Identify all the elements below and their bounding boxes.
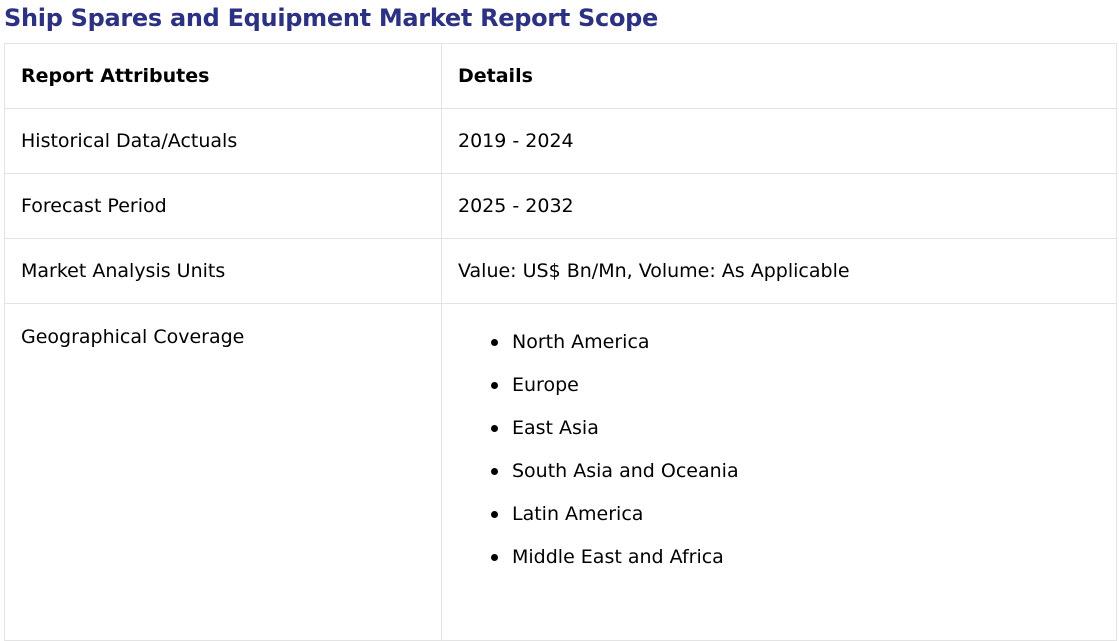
table-row: Market Analysis Units Value: US$ Bn/Mn, … <box>4 238 1117 304</box>
attribute-cell: Historical Data/Actuals <box>4 108 442 174</box>
list-item: South Asia and Oceania <box>491 457 1116 500</box>
list-item: Europe <box>491 371 1116 414</box>
attribute-cell: Forecast Period <box>4 173 442 239</box>
header-details: Details <box>441 43 1117 109</box>
list-item: Latin America <box>491 500 1116 543</box>
header-report-attributes: Report Attributes <box>4 43 442 109</box>
detail-cell: 2019 - 2024 <box>441 108 1117 174</box>
table-header-row: Report Attributes Details <box>4 43 1117 109</box>
list-item: East Asia <box>491 414 1116 457</box>
detail-cell: North America Europe East Asia South Asi… <box>441 303 1117 641</box>
table-row: Historical Data/Actuals 2019 - 2024 <box>4 108 1117 174</box>
list-item: North America <box>491 328 1116 371</box>
report-scope-table: Report Attributes Details Historical Dat… <box>4 43 1117 641</box>
page-title: Ship Spares and Equipment Market Report … <box>4 4 659 32</box>
table-row-geographical: Geographical Coverage North America Euro… <box>4 303 1117 641</box>
detail-cell: Value: US$ Bn/Mn, Volume: As Applicable <box>441 238 1117 304</box>
attribute-cell: Geographical Coverage <box>4 303 442 641</box>
table-row: Forecast Period 2025 - 2032 <box>4 173 1117 239</box>
detail-cell: 2025 - 2032 <box>441 173 1117 239</box>
list-item: Middle East and Africa <box>491 543 1116 586</box>
region-list: North America Europe East Asia South Asi… <box>458 328 1116 586</box>
attribute-cell: Market Analysis Units <box>4 238 442 304</box>
